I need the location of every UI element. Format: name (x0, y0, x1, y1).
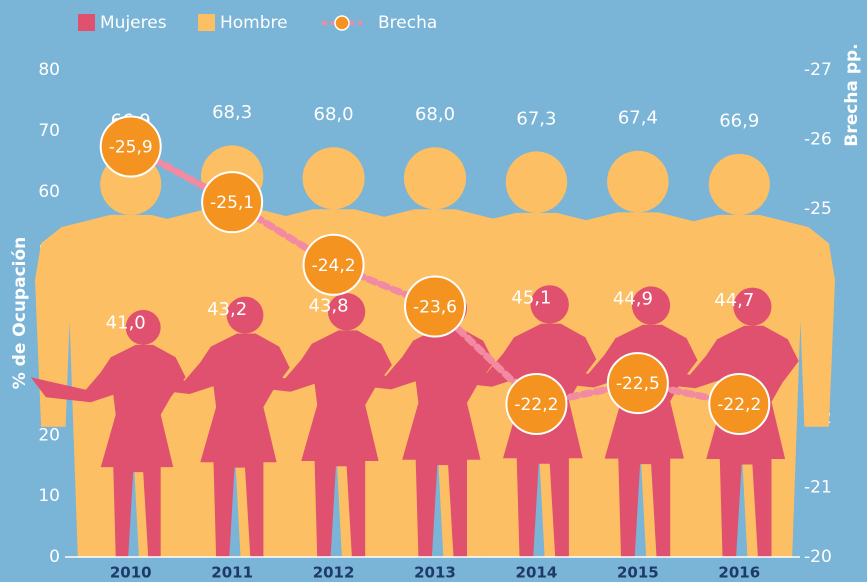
y-tick-label: 0 (49, 547, 60, 567)
female-value-label: 41,0 (106, 312, 146, 333)
gap-marker (708, 372, 771, 435)
y2-tick-label: -21 (804, 477, 832, 497)
female-figure (126, 296, 290, 557)
female-figure (528, 286, 698, 557)
x-tick-label: 2015 (617, 564, 659, 582)
gap-marker (505, 372, 568, 435)
legend-label: Brecha (378, 13, 437, 33)
y2-tick-label: -20 (804, 547, 832, 567)
male-value-label: 67,4 (618, 108, 658, 129)
x-tick-label: 2012 (313, 564, 355, 582)
gap-value-label: -22,2 (717, 395, 761, 415)
y-tick-label: 10 (38, 486, 60, 506)
gap-value-label: -22,2 (514, 395, 558, 415)
male-value-label: 66,9 (719, 111, 759, 132)
gap-value-label: -22,5 (616, 374, 660, 394)
male-value-label: 67,3 (516, 108, 556, 129)
male-value-label: 68,0 (415, 104, 455, 125)
female-figure (30, 309, 186, 557)
y2-axis-title: Brecha pp. (842, 43, 862, 146)
gap-value-label: -23,6 (413, 298, 457, 318)
legend-swatch (78, 14, 95, 31)
y-tick-label: 20 (38, 425, 60, 445)
gap-value-label: -24,2 (312, 256, 356, 276)
x-tick-label: 2011 (211, 564, 253, 582)
gap-marker (404, 275, 466, 338)
female-figure (630, 287, 799, 557)
gap-value-label: -25,1 (210, 193, 254, 213)
female-value-label: 43,2 (207, 299, 247, 320)
y-tick-label: 80 (38, 60, 60, 80)
female-value-label: 43,8 (309, 295, 349, 316)
male-value-label: 68,3 (212, 102, 252, 123)
female-figure (326, 289, 495, 557)
x-tick-label: 2016 (718, 564, 760, 582)
gap-value-label: -25,9 (109, 138, 153, 158)
legend-label: Mujeres (100, 13, 167, 33)
x-tick-label: 2010 (110, 564, 152, 582)
gap-marker (99, 115, 162, 178)
legend-swatch (198, 14, 215, 31)
y2-tick-label: -25 (804, 199, 832, 219)
y-tick-label: 60 (38, 182, 60, 202)
legend-label: Hombre (220, 13, 288, 33)
legend-marker (334, 15, 350, 31)
female-value-label: 44,9 (613, 289, 653, 310)
female-value-label: 45,1 (511, 287, 551, 308)
y2-tick-label: -26 (804, 130, 832, 150)
male-value-label: 68,0 (314, 104, 354, 125)
y-axis-title: % de Ocupación (10, 237, 30, 390)
gap-marker (201, 171, 264, 234)
x-tick-label: 2013 (414, 564, 456, 582)
female-figure (426, 285, 597, 557)
x-tick-label: 2014 (516, 564, 558, 582)
female-value-label: 44,7 (714, 290, 754, 311)
y2-tick-label: -27 (804, 60, 832, 80)
y-tick-label: 70 (38, 121, 60, 141)
female-figure (226, 293, 392, 557)
gap-marker (606, 352, 669, 415)
gap-marker (302, 233, 365, 296)
